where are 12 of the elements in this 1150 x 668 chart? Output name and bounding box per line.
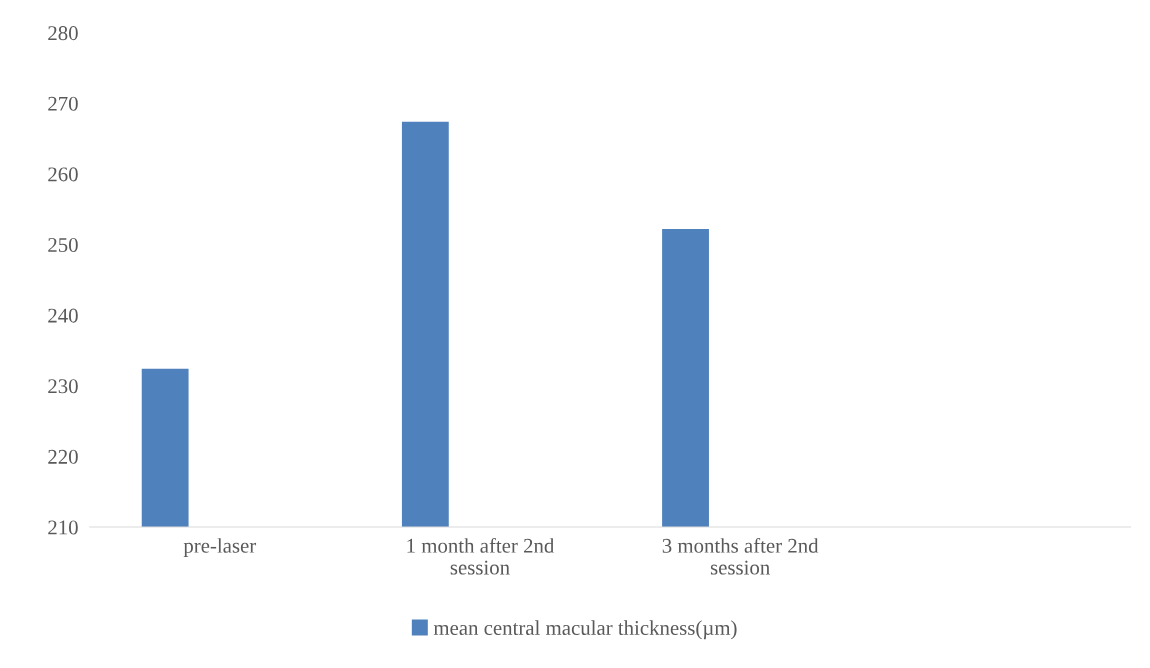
x-tick-label: pre-laser (183, 538, 257, 558)
y-tick-label: 260 (48, 167, 78, 182)
legend-label: mean central macular thickness(µm) (433, 620, 737, 640)
y-tick-label: 270 (48, 96, 78, 111)
x-tick-label: 3 months after 2nd session (662, 537, 819, 575)
y-tick-label: 220 (48, 449, 78, 464)
x-tick-label: 1 month after 2nd session (407, 537, 555, 575)
y-tick-label: 210 (48, 520, 78, 535)
y-tick-label: 280 (48, 26, 78, 41)
y-tick-label: 250 (48, 237, 78, 253)
y-tick-label: 240 (48, 308, 78, 323)
y-tick-label: 230 (48, 379, 78, 394)
